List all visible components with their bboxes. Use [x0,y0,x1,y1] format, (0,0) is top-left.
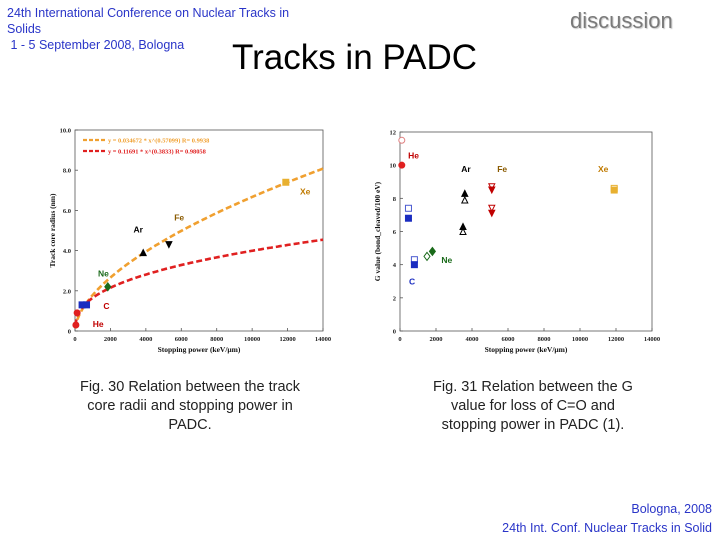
y-tick-label: 0 [68,329,71,336]
x-tick-label: 14000 [644,336,660,343]
x-axis-label: Stopping power (keV/μm) [158,345,241,354]
data-point [460,189,469,197]
fit-curve-red [73,238,324,326]
conference-header: 24th International Conference on Nuclear… [7,5,337,53]
figure-30-caption-line: PADC. [168,417,212,433]
y-tick-label: 0 [393,329,396,336]
x-tick-label: 12000 [279,336,295,343]
ion-label: C [409,277,415,287]
ion-label: Fe [497,164,507,174]
figure-30-caption-line: Fig. 30 Relation between the track [79,379,301,395]
x-tick-label: 6000 [175,336,188,343]
x-tick-label: 2000 [430,336,443,343]
y-tick-label: 4.0 [63,248,71,255]
data-point [487,209,496,218]
fit-curve-orange [73,167,324,329]
y-tick-label: 2.0 [63,288,71,295]
x-tick-label: 14000 [315,336,331,343]
x-tick-label: 10000 [244,336,260,343]
x-tick-label: 2000 [104,336,117,343]
data-point [487,186,496,195]
ion-label: Ne [441,255,452,265]
x-tick-label: 8000 [210,336,223,343]
figure-30-chart: 0 2000 4000 6000 8000 10000 12000 14000 0 2.0 4.0 6… [48,128,331,355]
x-axis-label: Stopping power (keV/μm) [485,345,568,354]
data-point [104,281,112,292]
data-point [460,195,469,204]
data-point [73,309,81,317]
discussion-label: discussion [570,8,673,33]
figure-31-caption-line: Fig. 31 Relation between the G [433,379,633,395]
figure-31-caption-line: value for loss of C=O and [450,398,616,414]
x-tick-label: 8000 [538,336,551,343]
data-point [423,251,431,262]
ion-label: Xe [598,164,609,174]
data-point [404,204,412,212]
data-point [139,248,148,257]
data-point [428,246,437,257]
figure-30-caption-line: core radii and stopping power in [87,398,293,414]
ion-label: Ne [98,269,109,279]
x-tick-label: 10000 [572,336,588,343]
ion-label: Ar [133,225,143,235]
ion-label: Ar [461,164,471,174]
data-point [410,261,418,269]
conference-line-1: 24th International Conference on Nuclear… [7,6,290,20]
y-tick-label: 2 [393,295,396,302]
ion-label: Fe [174,212,184,222]
x-tick-label: 6000 [502,336,515,343]
data-point [610,186,618,194]
y-tick-label: 8.0 [63,168,71,175]
x-tick-label: 4000 [139,336,152,343]
y-tick-label: 10.0 [60,128,71,135]
figure-31-caption-line: stopping power in PADC (1). [441,417,625,433]
plot-frame [74,129,324,332]
ion-label: He [93,319,104,329]
data-point [487,204,496,213]
x-tick-label: 4000 [466,336,479,343]
figure-31-caption: Fig. 31 Relation between the G value for… [398,378,668,435]
data-point [165,241,173,249]
x-tick-label: 0 [73,336,76,343]
y-tick-label: 8 [393,196,397,203]
data-point [398,136,406,144]
figure-30: 0 2000 4000 6000 8000 10000 12000 14000 0 2.0 4.0 6… [40,118,340,363]
data-point [459,227,467,235]
footer-line-1: Bologna, 2008 [631,502,712,516]
footer: Bologna, 2008 24th Int. Conf. Nuclear Tr… [502,500,712,538]
ion-label: Xe [300,186,311,196]
conference-line-2: Solids [7,22,42,36]
y-tick-label: 12 [390,130,397,137]
plot-frame [399,131,653,332]
y-tick-label: 4 [393,262,397,269]
data-point [398,161,406,169]
y-axis-label: G value (bond_cleaved/100 eV) [373,181,382,281]
ion-label: He [408,151,419,161]
figure-31: 0 2000 4000 6000 8000 10000 12000 14000 0 2 4 6 8 10 1… [368,118,668,363]
conference-line-3: 1 - 5 September 2008, Bologna [7,38,185,52]
y-axis-label: Track core radius (nm) [48,193,57,268]
slide-title: Tracks in PADC [232,38,478,77]
figure-31-chart: 0 2000 4000 6000 8000 10000 12000 14000 0 2 4 6 8 10 1… [373,130,660,355]
figure-30-caption: Fig. 30 Relation between the track core … [55,378,325,435]
data-point [404,214,412,222]
legend-entry: y = 0.11691 * x^(0.3833) R= 0.98058 [108,149,206,156]
y-tick-label: 10 [390,163,397,170]
ion-label: C [103,301,109,311]
y-tick-label: 6 [393,229,397,236]
data-point [83,301,91,309]
x-tick-label: 0 [398,336,401,343]
legend-entry: y = 0.034672 * x^(0.57099) R= 0.9938 [108,138,209,145]
y-tick-label: 6.0 [63,208,71,215]
data-point [282,178,290,186]
data-point [72,321,80,329]
data-point [459,222,467,231]
x-tick-label: 12000 [608,336,624,343]
footer-line-2: 24th Int. Conf. Nuclear Tracks in Solid [502,521,712,535]
